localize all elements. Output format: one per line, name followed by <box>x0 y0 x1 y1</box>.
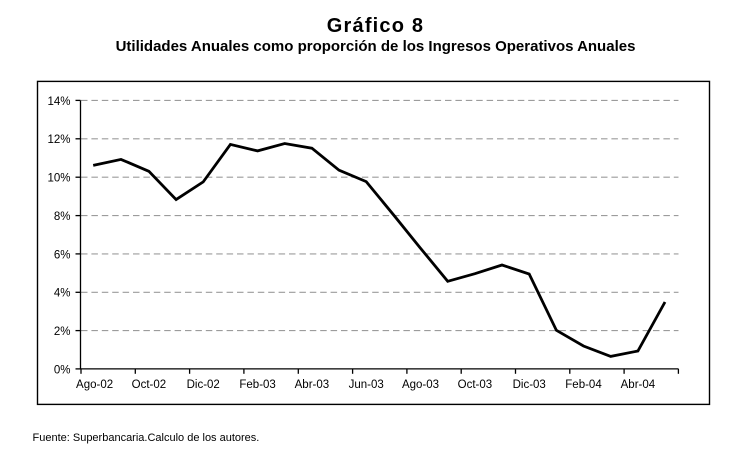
svg-text:12%: 12% <box>47 134 70 146</box>
svg-text:Feb-03: Feb-03 <box>239 379 275 391</box>
svg-text:6%: 6% <box>54 249 71 261</box>
svg-text:14%: 14% <box>47 96 70 108</box>
svg-text:Ago-03: Ago-03 <box>402 379 439 391</box>
svg-text:Oct-03: Oct-03 <box>458 379 493 391</box>
svg-text:Jun-03: Jun-03 <box>349 379 384 391</box>
svg-text:2%: 2% <box>54 326 71 338</box>
svg-text:4%: 4% <box>54 288 71 300</box>
svg-text:Oct-02: Oct-02 <box>132 379 167 391</box>
svg-text:Ago-02: Ago-02 <box>76 379 113 391</box>
svg-text:Feb-04: Feb-04 <box>565 379 602 391</box>
svg-text:10%: 10% <box>47 173 70 185</box>
svg-text:Dic-03: Dic-03 <box>513 379 546 391</box>
svg-text:Dic-02: Dic-02 <box>187 379 220 391</box>
svg-text:Abr-03: Abr-03 <box>295 379 330 391</box>
svg-text:8%: 8% <box>54 211 71 223</box>
svg-text:0%: 0% <box>54 364 71 376</box>
svg-text:Abr-04: Abr-04 <box>621 379 656 391</box>
